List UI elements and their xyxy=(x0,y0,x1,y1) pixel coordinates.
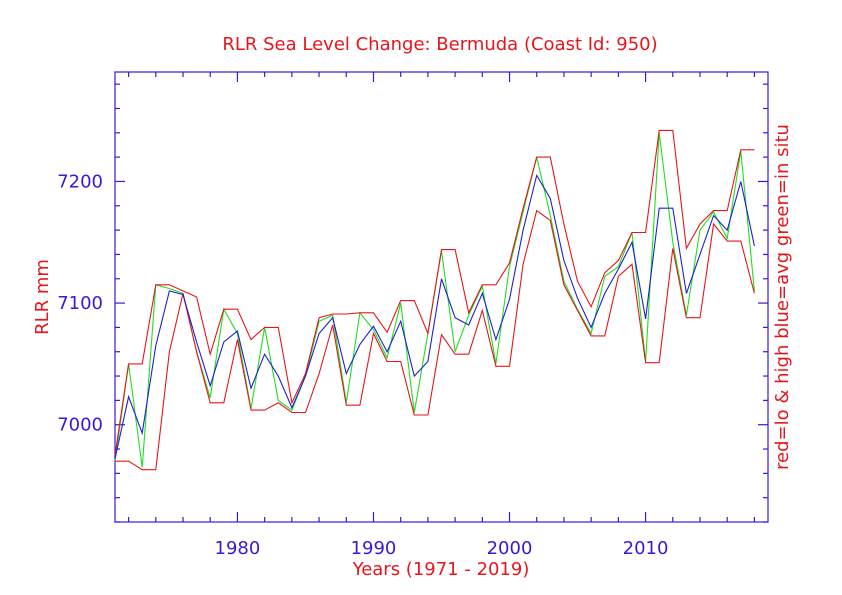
series-line-low xyxy=(115,209,755,471)
chart-title: RLR Sea Level Change: Bermuda (Coast Id:… xyxy=(222,34,657,55)
y-tick-labels: 7000 7100 7200 xyxy=(57,171,103,435)
legend-label: red=lo & high blue=avg green=in situ xyxy=(772,124,793,470)
x-tick-label: 2000 xyxy=(487,538,533,559)
x-tick-label: 1990 xyxy=(351,538,397,559)
series-line-high xyxy=(114,129,755,456)
x-tick-labels: 1980 1990 2000 2010 xyxy=(215,538,669,559)
x-tick-label: 2010 xyxy=(623,538,669,559)
axis-ticks xyxy=(115,72,768,523)
plot-frame xyxy=(114,71,769,523)
x-tick-label: 1980 xyxy=(215,538,261,559)
series-line-avg xyxy=(114,173,755,459)
series-line-insitu xyxy=(114,132,755,468)
y-tick-label: 7200 xyxy=(57,171,103,192)
y-tick-label: 7000 xyxy=(57,415,103,436)
y-tick-label: 7100 xyxy=(57,293,103,314)
series-layer xyxy=(114,129,755,471)
x-axis-label: Years (1971 - 2019) xyxy=(352,559,530,580)
y-axis-label: RLR mm xyxy=(32,259,53,335)
